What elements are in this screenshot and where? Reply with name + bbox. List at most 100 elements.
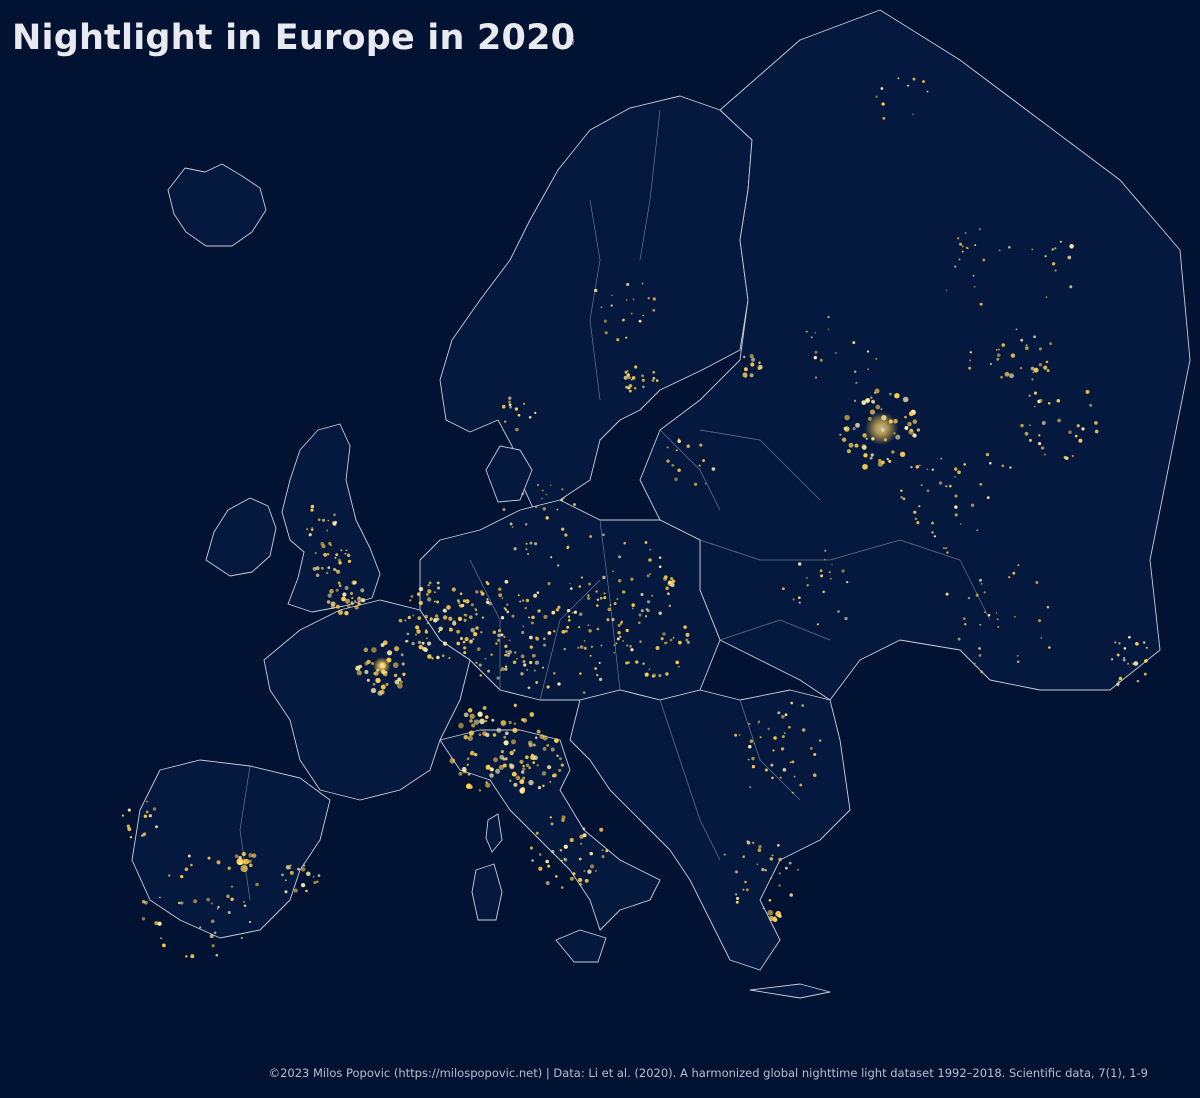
city-light bbox=[852, 341, 856, 345]
city-light bbox=[281, 873, 284, 877]
city-light bbox=[959, 242, 963, 246]
city-light bbox=[797, 562, 802, 566]
city-light bbox=[677, 665, 680, 668]
city-light bbox=[433, 591, 436, 594]
city-light bbox=[317, 518, 321, 522]
city-light bbox=[945, 289, 947, 291]
city-light bbox=[437, 630, 441, 633]
city-light bbox=[882, 116, 886, 120]
city-light bbox=[504, 665, 508, 668]
city-light bbox=[1020, 338, 1024, 342]
city-light bbox=[536, 591, 540, 594]
city-light bbox=[945, 592, 949, 596]
city-light bbox=[1067, 255, 1072, 260]
city-light bbox=[583, 870, 586, 873]
city-light bbox=[535, 831, 539, 835]
city-light bbox=[652, 308, 656, 312]
city-light bbox=[320, 541, 325, 546]
city-light bbox=[605, 849, 609, 853]
city-light bbox=[771, 854, 774, 857]
city-light bbox=[819, 358, 823, 362]
city-light bbox=[407, 615, 411, 620]
city-light bbox=[677, 439, 681, 444]
city-light bbox=[658, 556, 662, 559]
city-light bbox=[533, 669, 536, 672]
city-light bbox=[1038, 347, 1043, 351]
city-light bbox=[588, 582, 591, 586]
city-light bbox=[1028, 394, 1031, 397]
city-light bbox=[371, 647, 377, 653]
city-light bbox=[436, 600, 440, 604]
city-light bbox=[1074, 434, 1078, 438]
city-light bbox=[824, 549, 827, 552]
city-light bbox=[734, 733, 738, 737]
city-light bbox=[509, 763, 515, 769]
denmark-outline bbox=[485, 445, 533, 503]
city-light bbox=[912, 433, 917, 438]
city-light bbox=[830, 577, 832, 580]
city-light bbox=[758, 844, 762, 849]
city-light bbox=[578, 612, 583, 616]
city-light bbox=[577, 877, 583, 883]
city-light bbox=[499, 754, 505, 760]
city-light bbox=[511, 771, 517, 777]
city-light bbox=[907, 421, 912, 427]
city-light bbox=[566, 625, 570, 629]
city-light bbox=[520, 654, 525, 659]
city-light bbox=[582, 691, 586, 694]
city-light bbox=[625, 628, 629, 633]
city-light bbox=[462, 599, 467, 603]
city-light bbox=[504, 653, 507, 657]
city-light bbox=[537, 483, 539, 486]
city-light bbox=[751, 764, 756, 769]
city-light bbox=[522, 764, 525, 768]
city-light bbox=[641, 282, 644, 285]
city-light bbox=[521, 599, 525, 602]
city-light bbox=[311, 527, 314, 529]
city-light bbox=[323, 552, 328, 557]
city-light bbox=[535, 680, 539, 684]
city-light bbox=[559, 849, 563, 852]
city-light bbox=[1116, 653, 1120, 657]
city-light bbox=[785, 866, 788, 870]
city-light bbox=[677, 468, 681, 473]
city-light bbox=[526, 669, 528, 671]
city-light bbox=[933, 535, 937, 538]
city-light bbox=[561, 488, 564, 491]
city-light bbox=[607, 607, 612, 612]
city-light bbox=[308, 533, 312, 537]
city-light bbox=[525, 755, 529, 760]
city-light bbox=[492, 630, 497, 635]
city-light bbox=[629, 389, 632, 393]
city-light bbox=[931, 468, 934, 471]
city-light bbox=[704, 482, 707, 485]
city-light bbox=[1015, 328, 1018, 330]
city-light bbox=[613, 651, 616, 654]
city-light bbox=[461, 766, 467, 772]
city-light bbox=[326, 529, 329, 532]
city-light bbox=[386, 650, 393, 656]
city-light bbox=[995, 612, 998, 614]
city-light bbox=[648, 558, 652, 562]
city-light bbox=[634, 365, 638, 369]
city-light bbox=[1037, 619, 1042, 623]
city-light bbox=[289, 870, 294, 875]
city-light bbox=[1030, 366, 1035, 371]
city-light bbox=[1063, 455, 1067, 460]
city-light bbox=[560, 886, 564, 889]
city-light bbox=[699, 443, 703, 447]
city-light bbox=[243, 858, 250, 865]
city-light bbox=[943, 547, 945, 550]
city-light bbox=[459, 592, 463, 595]
city-light bbox=[652, 673, 657, 678]
city-light bbox=[638, 613, 642, 617]
city-light bbox=[646, 600, 651, 604]
city-light bbox=[501, 597, 504, 599]
city-light bbox=[1047, 402, 1051, 405]
city-light bbox=[768, 915, 774, 922]
city-light bbox=[508, 639, 511, 641]
city-light bbox=[423, 647, 428, 653]
city-light bbox=[519, 759, 524, 764]
city-light bbox=[863, 453, 868, 458]
city-light bbox=[354, 605, 359, 610]
